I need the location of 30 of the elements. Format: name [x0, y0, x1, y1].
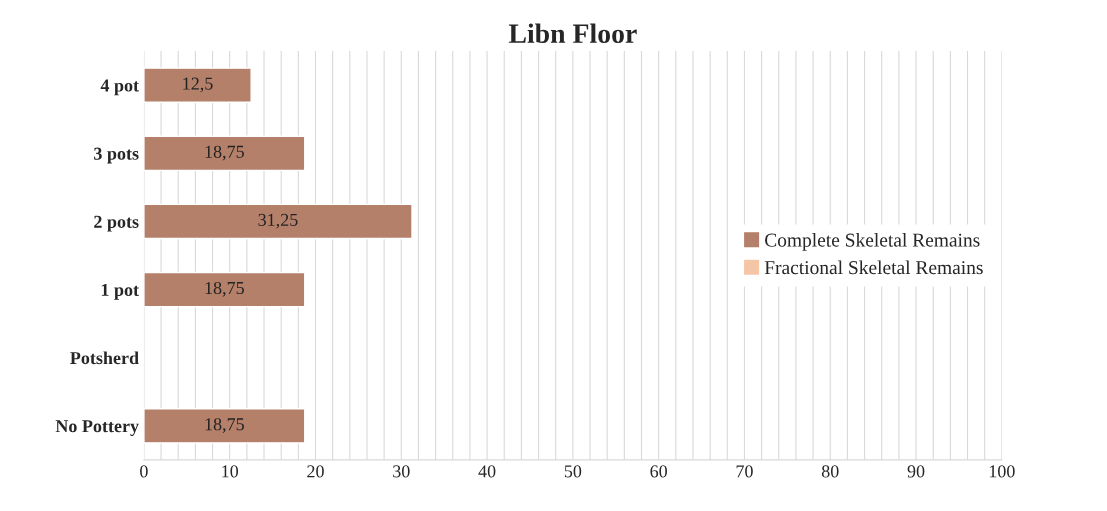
- data-label: 18,75: [205, 145, 244, 161]
- data-label: 31,25: [258, 213, 298, 229]
- y-tick-label: 3 pots: [94, 147, 139, 164]
- y-tick-label: 2 pots: [94, 215, 139, 232]
- x-tick-label: 100: [989, 465, 1015, 478]
- x-tick-label: 60: [650, 465, 667, 478]
- y-tick-label: No Pottery: [55, 420, 139, 436]
- chart-title: Libn Floor: [508, 23, 637, 44]
- x-tick-label: 70: [736, 465, 753, 478]
- x-tick-label: 40: [478, 465, 496, 478]
- bar: [143, 203, 413, 240]
- y-tick-label: Potsherd: [70, 351, 139, 365]
- x-tick-label: 30: [393, 465, 410, 478]
- bar: [143, 408, 306, 444]
- bar: [143, 135, 306, 172]
- x-tick-label: 80: [821, 465, 839, 478]
- data-label: 12,5: [183, 77, 213, 93]
- y-tick-label: 4 pot: [100, 79, 139, 96]
- bar: [143, 271, 306, 308]
- data-label: 18,75: [205, 418, 244, 433]
- x-tick-label: 90: [907, 465, 925, 478]
- y-tick-label: 1 pot: [101, 283, 139, 300]
- bar: [143, 67, 252, 103]
- data-label: 18,75: [205, 281, 244, 297]
- legend-label: Complete Skeletal Remains: [765, 233, 980, 251]
- legend-label: Fractional Skeletal Remains: [764, 260, 983, 275]
- x-tick-label: 50: [564, 465, 582, 478]
- x-tick-label: 10: [222, 465, 239, 478]
- x-tick-label: 20: [307, 465, 324, 478]
- x-tick-label: 0: [140, 465, 148, 478]
